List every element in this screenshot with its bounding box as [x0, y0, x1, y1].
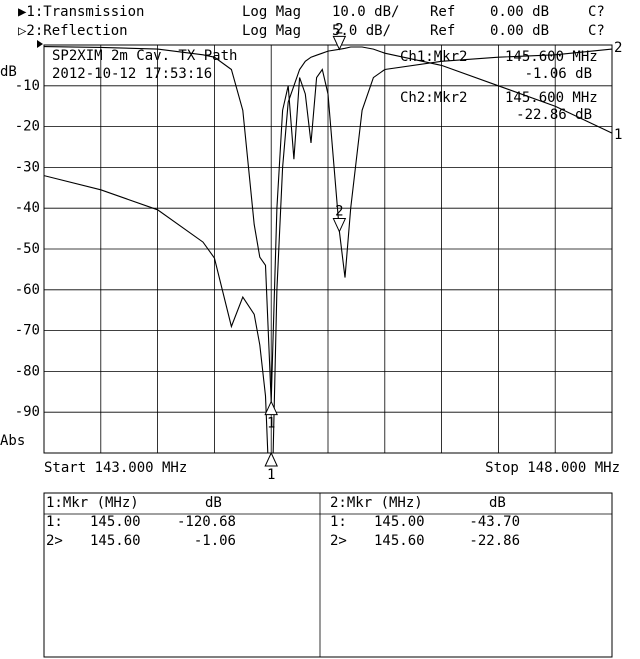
table-unit: dB: [205, 495, 222, 511]
header-field: ▷2:Reflection: [18, 23, 128, 39]
marker-value: -1.06: [194, 533, 236, 549]
trace: [44, 46, 612, 402]
header-field: Log Mag: [242, 4, 301, 20]
table-unit: dB: [489, 495, 506, 511]
readout-label: Ch2:Mkr2: [400, 90, 467, 106]
marker-id: 2>: [330, 533, 347, 549]
header-field: C?: [588, 23, 605, 39]
ref-pointer: [37, 40, 43, 48]
marker-triangle: [264, 451, 278, 467]
marker-freq: 145.60: [90, 533, 141, 549]
traces: [44, 46, 612, 453]
header-field: 0.00 dB: [490, 4, 549, 20]
table-title: 2:Mkr (MHz): [330, 495, 423, 511]
y-tick-label: -70: [15, 323, 40, 339]
marker-id: 2>: [46, 533, 63, 549]
y-tick-label: -80: [15, 363, 40, 379]
marker-triangle: [332, 218, 347, 233]
marker-id: 1:: [46, 514, 63, 530]
readout-freq: 145.600 MHz: [505, 90, 598, 106]
readout-value: -22.86 dB: [516, 107, 592, 123]
y-axis-label: dB: [0, 64, 17, 80]
table-title: 1:Mkr (MHz): [46, 495, 139, 511]
marker-label: 1: [267, 416, 275, 432]
marker-value: -22.86: [469, 533, 520, 549]
header-field: ▶1:Transmission: [18, 4, 144, 20]
trace: [44, 46, 612, 453]
marker-id: 1:: [330, 514, 347, 530]
marker-triangle: [264, 400, 278, 416]
marker-freq: 145.00: [374, 514, 425, 530]
marker-table-frame: [43, 492, 613, 658]
y-tick-label: -30: [15, 159, 40, 175]
marker-value: -120.68: [177, 514, 236, 530]
marker-label: 2: [335, 204, 343, 220]
y-tick-label: -60: [15, 282, 40, 298]
y-tick-label: -90: [15, 404, 40, 420]
marker-triangle: [332, 35, 347, 51]
header-field: Ref: [430, 4, 455, 20]
header-field: 10.0 dB/: [332, 4, 399, 20]
y-tick-label: -20: [15, 119, 40, 135]
marker-value: -43.70: [469, 514, 520, 530]
header-field: C?: [588, 4, 605, 20]
header-field: 5.0 dB/: [332, 23, 391, 39]
trace-label: 1: [614, 127, 622, 143]
stop-label: Stop 148.000 MHz: [485, 460, 620, 476]
y-tick-label: -50: [15, 241, 40, 257]
header-field: Log Mag: [242, 23, 301, 39]
readout-value: -1.06 dB: [525, 66, 592, 82]
start-label: Start 143.000 MHz: [44, 460, 187, 476]
header-field: 0.00 dB: [490, 23, 549, 39]
annotation: SP2XIM 2m Cav. TX Path: [52, 48, 237, 64]
y-tick-label: -40: [15, 200, 40, 216]
annotation: 2012-10-12 17:53:16: [52, 66, 212, 82]
header-field: Ref: [430, 23, 455, 39]
format-label: Abs: [0, 433, 25, 449]
marker-freq: 145.00: [90, 514, 141, 530]
marker-freq: 145.60: [374, 533, 425, 549]
y-tick-label: -10: [15, 78, 40, 94]
trace-label: 2: [614, 40, 622, 56]
marker-label: 2: [335, 21, 343, 37]
marker-label: 1: [267, 467, 275, 483]
